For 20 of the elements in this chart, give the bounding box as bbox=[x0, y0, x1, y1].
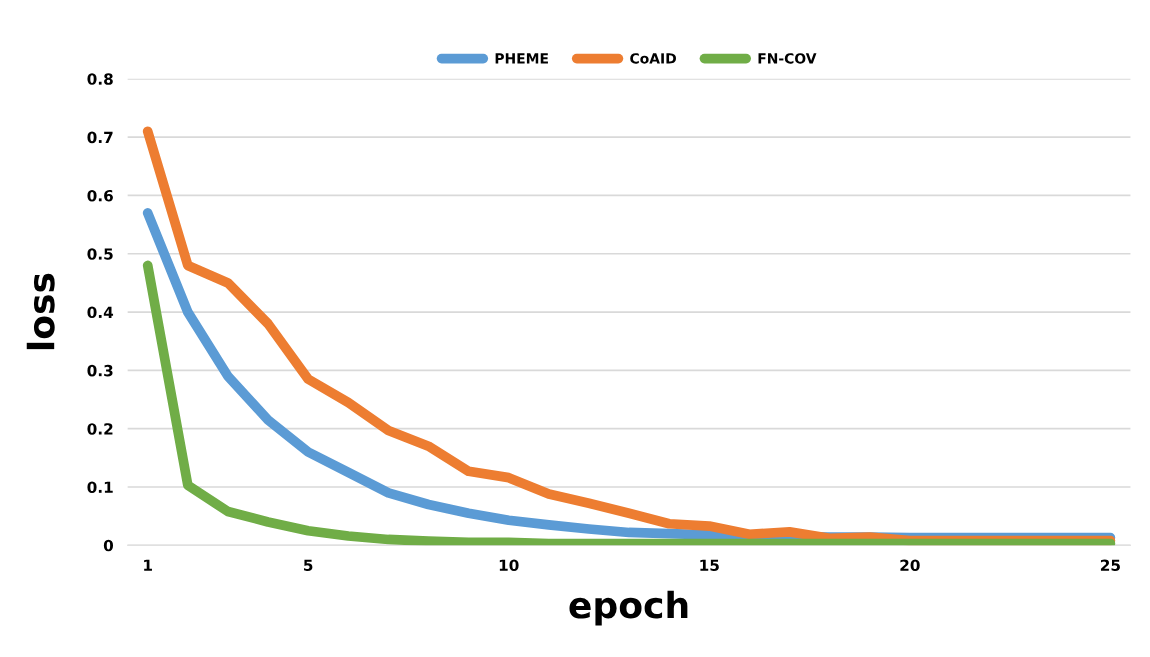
y-tick-label: 0.1 bbox=[87, 481, 113, 494]
y-tick-label: 0.8 bbox=[87, 73, 113, 85]
x-tick-label: 10 bbox=[499, 559, 519, 572]
y-tick-label: 0.3 bbox=[87, 364, 113, 377]
legend-label: PHEME bbox=[495, 53, 548, 64]
legend-label: CoAID bbox=[630, 53, 676, 64]
y-tick-label: 0.5 bbox=[87, 248, 113, 260]
x-axis-title: epoch bbox=[569, 590, 688, 626]
y-tick-label: 0.7 bbox=[87, 131, 113, 144]
y-tick-label: 0.4 bbox=[87, 306, 114, 319]
legend-label: FN-COV bbox=[758, 53, 817, 64]
y-tick-label: 0 bbox=[103, 539, 114, 552]
y-axis-title: loss bbox=[26, 273, 55, 350]
x-tick-label: 25 bbox=[1100, 559, 1120, 572]
x-tick-label: 15 bbox=[700, 559, 719, 572]
y-tick-label: 0.6 bbox=[87, 189, 113, 202]
y-tick-label: 0.2 bbox=[87, 423, 113, 435]
x-tick-label: 1 bbox=[144, 559, 152, 571]
x-tick-label: 20 bbox=[900, 559, 920, 572]
x-tick-label: 5 bbox=[304, 559, 313, 572]
